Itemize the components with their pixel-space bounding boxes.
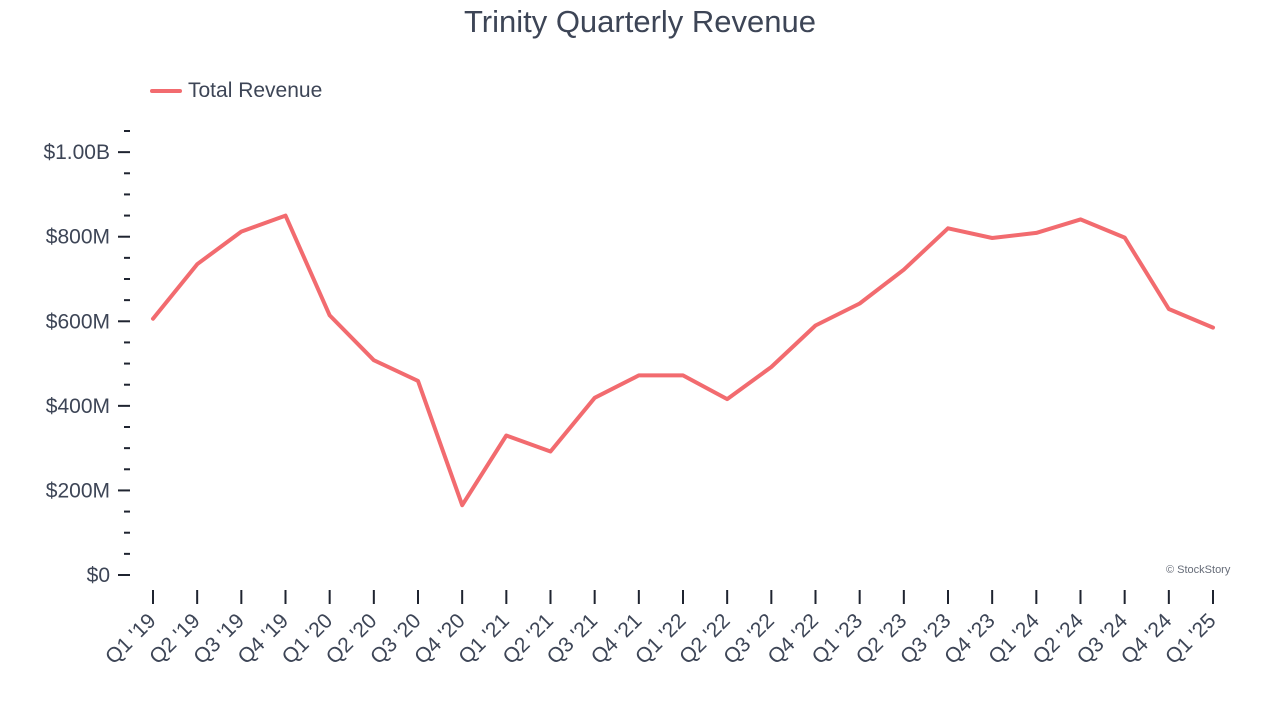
y-tick-label: $200M: [46, 479, 110, 502]
y-tick-label: $0: [87, 564, 110, 587]
y-tick-label: $1.00B: [43, 141, 110, 164]
watermark: © StockStory: [1166, 564, 1231, 576]
y-tick-label: $600M: [46, 310, 110, 333]
legend-swatch: [150, 89, 182, 93]
series-group: [151, 213, 1215, 508]
legend-label: Total Revenue: [188, 79, 323, 102]
y-tick-label: $800M: [46, 226, 110, 249]
legend: Total Revenue: [150, 79, 322, 103]
x-tick-label: Q1 '25: [1161, 609, 1221, 669]
chart-title: Trinity Quarterly Revenue: [463, 4, 817, 39]
series-line-total-revenue: [151, 213, 1215, 508]
y-axis: $0 $200M $400M $600M $800M $1.00B: [43, 130, 130, 587]
y-tick-label: $400M: [46, 395, 110, 418]
